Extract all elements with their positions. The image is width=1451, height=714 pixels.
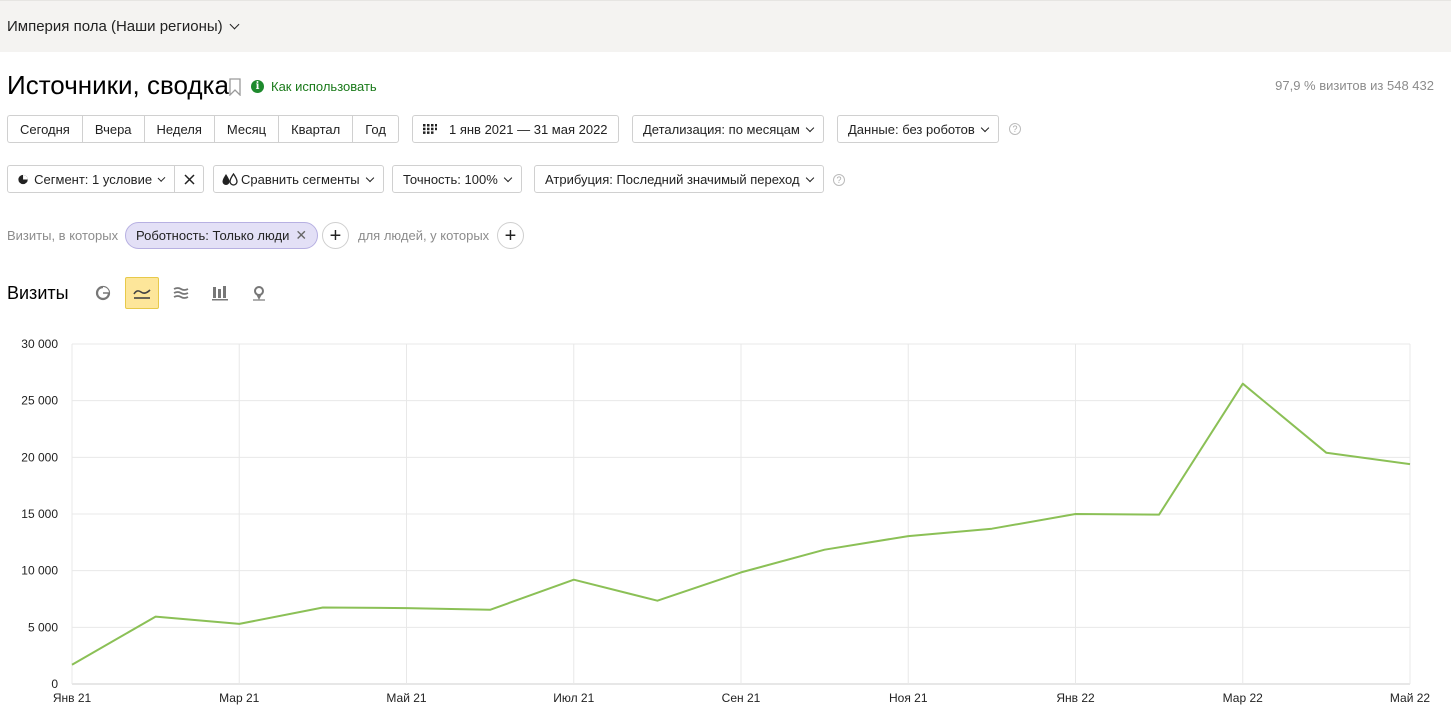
data-point xyxy=(154,615,158,619)
data-point xyxy=(1074,512,1078,516)
date-range-button[interactable]: 1 янв 2021 — 31 мая 2022 xyxy=(412,115,619,143)
pie-segment-icon xyxy=(18,174,28,184)
data-point xyxy=(823,548,827,552)
chevron-down-icon xyxy=(229,19,240,30)
x-tick-label: Янв 22 xyxy=(1056,691,1095,705)
y-tick-label: 20 000 xyxy=(21,450,58,464)
chevron-down-icon xyxy=(805,173,814,182)
data-dropdown[interactable]: Данные: без роботов xyxy=(837,115,999,143)
data-label: Данные: без роботов xyxy=(848,121,975,137)
detail-dropdown[interactable]: Детализация: по месяцам xyxy=(632,115,824,143)
series-line xyxy=(71,382,1411,666)
y-tick-label: 25 000 xyxy=(21,394,58,408)
data-point xyxy=(739,570,743,574)
period-yesterday-button[interactable]: Вчера xyxy=(81,115,144,143)
filter-chip-label: Роботность: Только люди xyxy=(136,228,290,243)
bar-chart-icon[interactable] xyxy=(203,277,237,309)
chevron-down-icon xyxy=(503,173,513,182)
x-tick-label: Сен 21 xyxy=(722,691,761,705)
period-month-button[interactable]: Месяц xyxy=(213,115,279,143)
accuracy-dropdown[interactable]: Точность: 100% xyxy=(392,165,522,193)
data-point xyxy=(655,599,659,603)
project-selector[interactable]: Империя пола (Наши регионы) xyxy=(7,18,240,35)
period-selector: Сегодня Вчера Неделя Месяц Квартал Год xyxy=(7,115,399,143)
chart-section-title: Визиты xyxy=(7,283,69,303)
x-tick-label: Ноя 21 xyxy=(889,691,928,705)
data-point xyxy=(321,606,325,610)
page-title: Источники, сводка xyxy=(7,70,229,100)
x-tick-label: Май 21 xyxy=(386,691,427,705)
data-point xyxy=(1324,451,1328,455)
how-to-use-link[interactable]: i Как использовать xyxy=(251,79,377,94)
date-range-label: 1 янв 2021 — 31 мая 2022 xyxy=(449,121,608,137)
data-point xyxy=(1241,382,1245,386)
add-visit-filter-button[interactable]: + xyxy=(322,222,349,249)
x-tick-label: Мар 21 xyxy=(219,691,259,705)
x-tick-label: Мар 22 xyxy=(1223,691,1263,705)
data-point xyxy=(405,606,409,610)
info-icon: i xyxy=(251,80,264,93)
y-tick-label: 30 000 xyxy=(21,337,58,351)
visits-info: 97,9 % визитов из 548 432 xyxy=(1275,78,1434,93)
how-to-use-label: Как использовать xyxy=(271,79,377,94)
bookmark-icon[interactable] xyxy=(229,78,241,96)
segment-dropdown[interactable]: Сегмент: 1 условие xyxy=(7,165,175,193)
close-icon xyxy=(183,173,195,185)
y-tick-label: 15 000 xyxy=(21,507,58,521)
period-quarter-button[interactable]: Квартал xyxy=(278,115,353,143)
data-point xyxy=(572,578,576,582)
add-people-filter-button[interactable]: + xyxy=(497,222,524,249)
people-where-label: для людей, у которых xyxy=(358,228,490,243)
project-label: Империя пола (Наши регионы) xyxy=(7,18,223,35)
data-point xyxy=(70,663,74,667)
chevron-down-icon xyxy=(157,173,166,182)
attribution-label: Атрибуция: Последний значимый переход xyxy=(545,171,800,187)
accuracy-label: Точность: 100% xyxy=(403,171,498,187)
help-icon[interactable]: ? xyxy=(833,174,845,186)
data-point xyxy=(990,527,994,531)
x-tick-label: Янв 21 xyxy=(53,691,92,705)
data-point xyxy=(1408,462,1412,466)
line-chart-icon[interactable] xyxy=(125,277,159,309)
drops-icon xyxy=(222,172,238,186)
y-tick-label: 5 000 xyxy=(28,620,58,634)
period-week-button[interactable]: Неделя xyxy=(143,115,214,143)
data-point xyxy=(906,534,910,538)
data-point xyxy=(1157,513,1161,517)
calendar-icon xyxy=(423,124,437,134)
chevron-down-icon xyxy=(980,123,990,132)
close-icon[interactable]: ✕ xyxy=(295,227,308,243)
map-icon[interactable] xyxy=(242,277,276,309)
visits-where-label: Визиты, в которых xyxy=(7,228,119,243)
segment-clear-button[interactable] xyxy=(174,165,204,193)
period-year-button[interactable]: Год xyxy=(352,115,399,143)
attribution-dropdown[interactable]: Атрибуция: Последний значимый переход xyxy=(534,165,824,193)
detail-label: Детализация: по месяцам xyxy=(643,121,800,137)
help-icon[interactable]: ? xyxy=(1009,123,1021,135)
segment-label: Сегмент: 1 условие xyxy=(34,171,153,187)
data-point xyxy=(237,622,241,626)
filter-chip-robotness[interactable]: Роботность: Только люди ✕ xyxy=(125,222,319,249)
chevron-down-icon xyxy=(365,173,374,182)
y-tick-label: 0 xyxy=(51,677,58,691)
x-tick-label: Июл 21 xyxy=(553,691,594,705)
x-tick-label: Май 22 xyxy=(1390,691,1431,705)
period-today-button[interactable]: Сегодня xyxy=(7,115,82,143)
compare-segments-dropdown[interactable]: Сравнить сегменты xyxy=(213,165,384,193)
pie-chart-icon[interactable] xyxy=(86,277,120,309)
data-point xyxy=(488,608,492,612)
top-bar: Империя пола (Наши регионы) xyxy=(0,0,1451,52)
y-tick-label: 10 000 xyxy=(21,564,58,578)
stacked-area-icon[interactable] xyxy=(164,277,198,309)
chevron-down-icon xyxy=(805,123,815,132)
visits-line-chart: 0 5 000 10 000 15 000 20 000 25 000 30 000 Янв … xyxy=(21,337,1431,705)
compare-segments-label: Сравнить сегменты xyxy=(241,171,360,187)
